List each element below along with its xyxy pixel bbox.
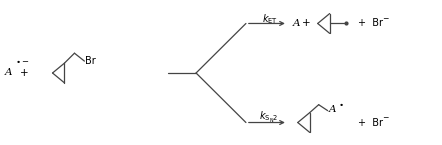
Text: +: + [302,18,311,28]
Text: $-$: $-$ [382,12,390,21]
Text: A: A [329,105,336,114]
Text: A: A [5,68,12,77]
Text: $k_{\mathrm{S_N2}}$: $k_{\mathrm{S_N2}}$ [259,110,278,125]
Text: $-$: $-$ [382,111,390,120]
Text: +  Br: + Br [358,18,383,28]
Text: Br: Br [85,56,96,66]
Text: $\bullet$: $\bullet$ [338,99,343,108]
Text: +  Br: + Br [358,117,383,127]
Text: $k_{\mathrm{ET}}$: $k_{\mathrm{ET}}$ [262,13,278,26]
Text: $\bullet-$: $\bullet-$ [15,56,30,65]
Text: A: A [293,19,300,28]
Text: +: + [20,68,29,78]
